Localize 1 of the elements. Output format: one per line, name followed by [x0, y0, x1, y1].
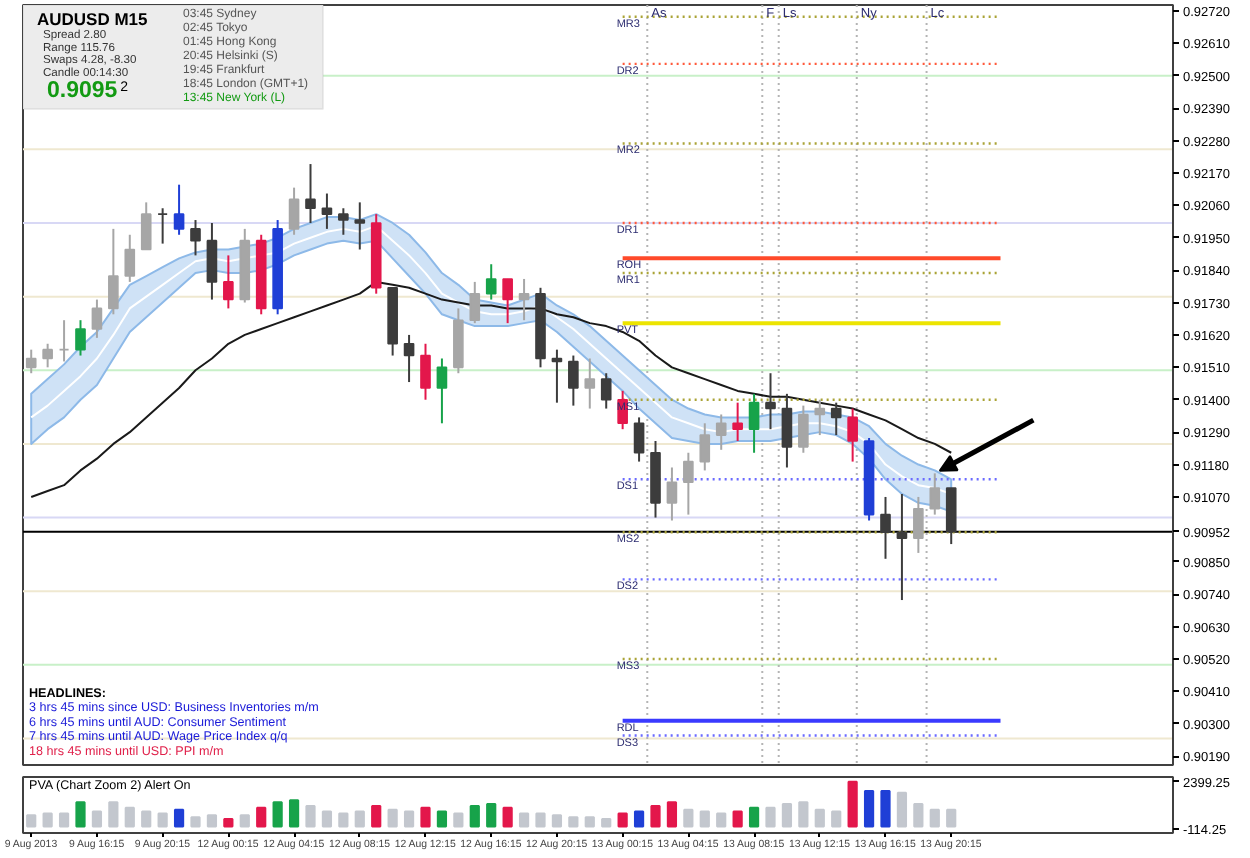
chart-title: AUDUSD M15: [37, 9, 149, 29]
